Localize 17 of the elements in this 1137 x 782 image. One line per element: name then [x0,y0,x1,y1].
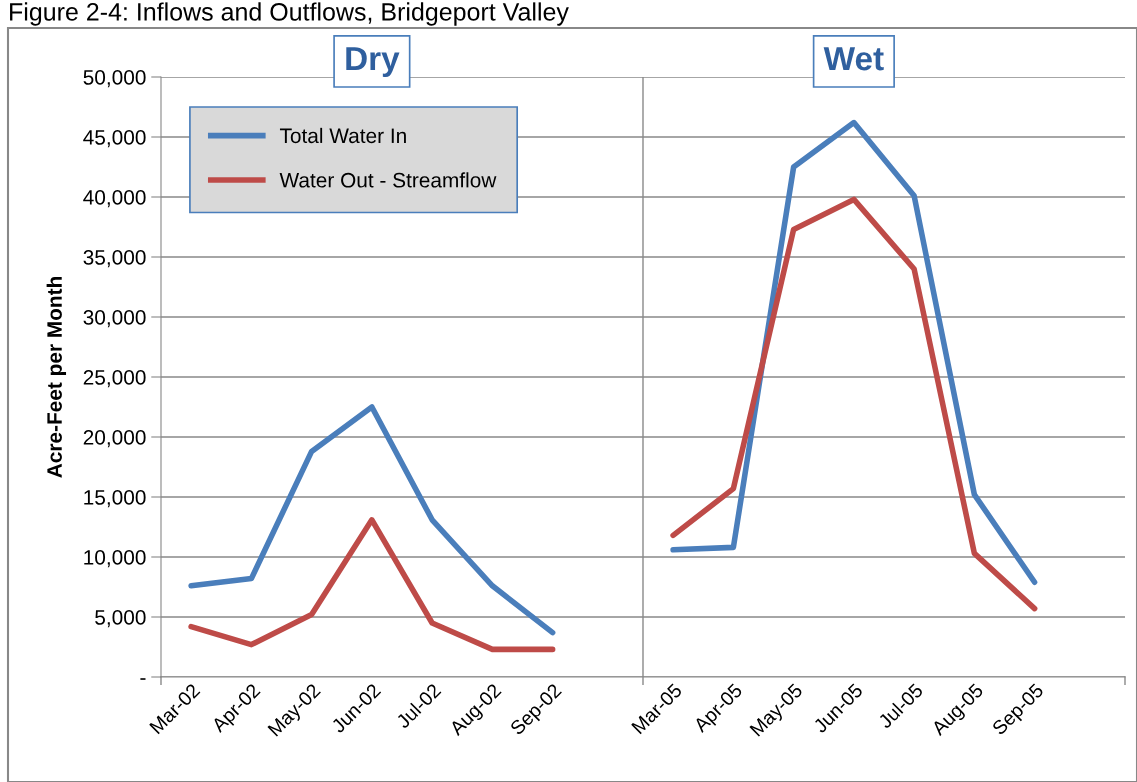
legend-label: Water Out - Streamflow [279,172,497,188]
y-tick-label: 20,000 [83,430,146,448]
y-tick-label: 30,000 [83,310,146,328]
y-tick-label: 15,000 [84,490,146,508]
annotation: Dry [346,47,400,77]
text: Wet [823,47,884,71]
legend-label: Total Water In [279,127,406,144]
chart-title: Figure 2-4: Inflows and Outflows, Bridgeport Valley [10,2,569,26]
y-tick-label: 45,000 [83,130,146,148]
y-tick-label: 40,000 [83,190,146,208]
y-tick-label: 5,000 [95,610,146,628]
y-tick-label: 10,000 [84,550,146,568]
y-tick-label: 50,000 [83,70,146,88]
y-tick-label: 35,000 [83,250,146,268]
y-axis-title: Acre-Feet per Month [46,277,67,478]
y-tick-label: 25,000 [83,370,146,388]
y-tick-label: - [140,678,146,680]
